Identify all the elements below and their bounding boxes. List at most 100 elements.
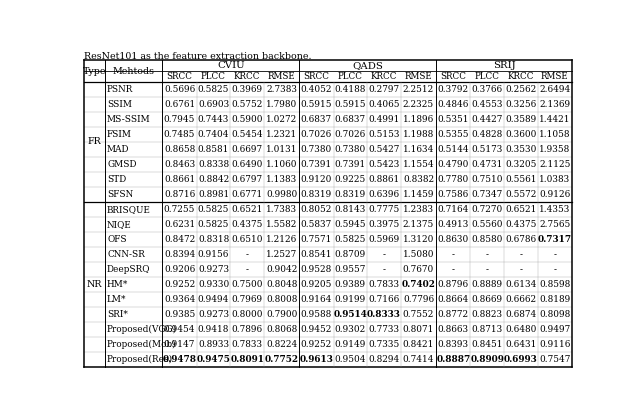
Text: 2.1369: 2.1369 bbox=[540, 100, 570, 109]
Text: 0.7969: 0.7969 bbox=[232, 295, 263, 304]
Text: -: - bbox=[554, 265, 556, 274]
Text: RMSE: RMSE bbox=[541, 72, 569, 81]
Text: 1.3120: 1.3120 bbox=[403, 235, 434, 244]
Text: 0.7552: 0.7552 bbox=[403, 310, 434, 319]
Text: 0.8842: 0.8842 bbox=[198, 175, 229, 184]
Text: 0.8421: 0.8421 bbox=[403, 339, 434, 349]
Text: 0.8463: 0.8463 bbox=[164, 160, 195, 169]
Text: 1.4353: 1.4353 bbox=[540, 205, 571, 214]
Text: 0.5969: 0.5969 bbox=[369, 235, 399, 244]
Text: 1.5080: 1.5080 bbox=[403, 250, 434, 259]
Text: 0.9364: 0.9364 bbox=[164, 295, 195, 304]
Text: 0.8669: 0.8669 bbox=[472, 295, 503, 304]
Text: 0.4846: 0.4846 bbox=[438, 100, 469, 109]
Text: 0.8098: 0.8098 bbox=[540, 310, 570, 319]
Text: HM*: HM* bbox=[107, 280, 129, 289]
Text: 0.3205: 0.3205 bbox=[505, 160, 536, 169]
Text: 0.7833: 0.7833 bbox=[369, 280, 399, 289]
Text: 0.6480: 0.6480 bbox=[505, 325, 536, 334]
Text: QADS: QADS bbox=[352, 61, 383, 70]
Text: 0.7164: 0.7164 bbox=[438, 205, 469, 214]
Text: 0.6837: 0.6837 bbox=[301, 115, 332, 124]
Text: 0.5173: 0.5173 bbox=[472, 145, 503, 154]
Text: 2.6494: 2.6494 bbox=[540, 85, 570, 94]
Text: 0.4991: 0.4991 bbox=[369, 115, 400, 124]
Text: 0.7414: 0.7414 bbox=[403, 355, 434, 364]
Text: 0.5915: 0.5915 bbox=[335, 100, 366, 109]
Text: BRISQUE: BRISQUE bbox=[107, 205, 151, 214]
Text: 0.8048: 0.8048 bbox=[266, 280, 297, 289]
Text: 0.6697: 0.6697 bbox=[232, 145, 263, 154]
Text: 0.9252: 0.9252 bbox=[164, 280, 195, 289]
Text: 0.4731: 0.4731 bbox=[472, 160, 503, 169]
Text: 0.3530: 0.3530 bbox=[505, 145, 536, 154]
Text: FSIM: FSIM bbox=[107, 130, 132, 139]
Text: 0.8796: 0.8796 bbox=[438, 280, 469, 289]
Text: 0.2797: 0.2797 bbox=[369, 85, 399, 94]
Text: 0.7945: 0.7945 bbox=[164, 115, 195, 124]
Text: 0.6837: 0.6837 bbox=[335, 115, 366, 124]
Text: 0.7796: 0.7796 bbox=[403, 295, 434, 304]
Text: 0.5696: 0.5696 bbox=[164, 85, 195, 94]
Text: 0.4427: 0.4427 bbox=[472, 115, 503, 124]
Text: 0.8861: 0.8861 bbox=[369, 175, 399, 184]
Text: 0.4913: 0.4913 bbox=[438, 220, 469, 229]
Text: 0.7896: 0.7896 bbox=[232, 325, 263, 334]
Text: 0.5153: 0.5153 bbox=[368, 130, 400, 139]
Text: 0.4790: 0.4790 bbox=[438, 160, 469, 169]
Text: 0.5825: 0.5825 bbox=[198, 220, 229, 229]
Text: 0.9478: 0.9478 bbox=[163, 355, 196, 364]
Text: 0.7391: 0.7391 bbox=[301, 160, 332, 169]
Text: 0.4188: 0.4188 bbox=[335, 85, 366, 94]
Text: 0.6510: 0.6510 bbox=[232, 235, 263, 244]
Text: 0.7780: 0.7780 bbox=[438, 175, 469, 184]
Text: 0.6786: 0.6786 bbox=[506, 235, 536, 244]
Text: 0.7443: 0.7443 bbox=[198, 115, 229, 124]
Text: -: - bbox=[383, 250, 385, 259]
Text: MS-SSIM: MS-SSIM bbox=[107, 115, 151, 124]
Text: 0.9504: 0.9504 bbox=[335, 355, 366, 364]
Text: 0.5825: 0.5825 bbox=[198, 205, 229, 214]
Text: 0.9156: 0.9156 bbox=[198, 250, 229, 259]
Text: 2.2512: 2.2512 bbox=[403, 85, 434, 94]
Text: KRCC: KRCC bbox=[234, 72, 260, 81]
Text: 0.6231: 0.6231 bbox=[164, 220, 195, 229]
Text: 0.5561: 0.5561 bbox=[505, 175, 537, 184]
Text: 0.7317: 0.7317 bbox=[538, 235, 572, 244]
Text: 0.7510: 0.7510 bbox=[472, 175, 503, 184]
Text: 0.7335: 0.7335 bbox=[369, 339, 399, 349]
Text: 1.2383: 1.2383 bbox=[403, 205, 434, 214]
Text: STD: STD bbox=[107, 175, 126, 184]
Text: 0.7391: 0.7391 bbox=[335, 160, 366, 169]
Text: -: - bbox=[452, 250, 455, 259]
Text: 0.8716: 0.8716 bbox=[164, 190, 195, 199]
Text: 0.9116: 0.9116 bbox=[540, 339, 571, 349]
Text: 0.3589: 0.3589 bbox=[505, 115, 536, 124]
Text: 0.8981: 0.8981 bbox=[198, 190, 229, 199]
Text: 0.5423: 0.5423 bbox=[369, 160, 400, 169]
Text: 2.7565: 2.7565 bbox=[540, 220, 570, 229]
Text: SSIM: SSIM bbox=[107, 100, 132, 109]
Text: 0.3792: 0.3792 bbox=[438, 85, 469, 94]
Text: MAD: MAD bbox=[107, 145, 129, 154]
Text: 0.4052: 0.4052 bbox=[301, 85, 332, 94]
Text: 0.7586: 0.7586 bbox=[438, 190, 469, 199]
Text: -: - bbox=[246, 265, 249, 274]
Text: 0.7833: 0.7833 bbox=[232, 339, 263, 349]
Text: 0.8224: 0.8224 bbox=[266, 339, 297, 349]
Text: 0.5560: 0.5560 bbox=[472, 220, 503, 229]
Text: 1.0383: 1.0383 bbox=[540, 175, 570, 184]
Text: 0.8598: 0.8598 bbox=[540, 280, 570, 289]
Text: 0.9273: 0.9273 bbox=[198, 310, 229, 319]
Text: 0.9980: 0.9980 bbox=[266, 190, 297, 199]
Text: -: - bbox=[520, 250, 522, 259]
Text: 0.9205: 0.9205 bbox=[301, 280, 332, 289]
Text: 0.9120: 0.9120 bbox=[301, 175, 332, 184]
Text: 0.6396: 0.6396 bbox=[369, 190, 399, 199]
Text: SRI*: SRI* bbox=[107, 310, 128, 319]
Text: Proposed(Mob): Proposed(Mob) bbox=[107, 339, 177, 349]
Text: 0.9042: 0.9042 bbox=[266, 265, 297, 274]
Text: 0.8889: 0.8889 bbox=[472, 280, 503, 289]
Text: 0.8933: 0.8933 bbox=[198, 339, 229, 349]
Text: 0.9514: 0.9514 bbox=[333, 310, 367, 319]
